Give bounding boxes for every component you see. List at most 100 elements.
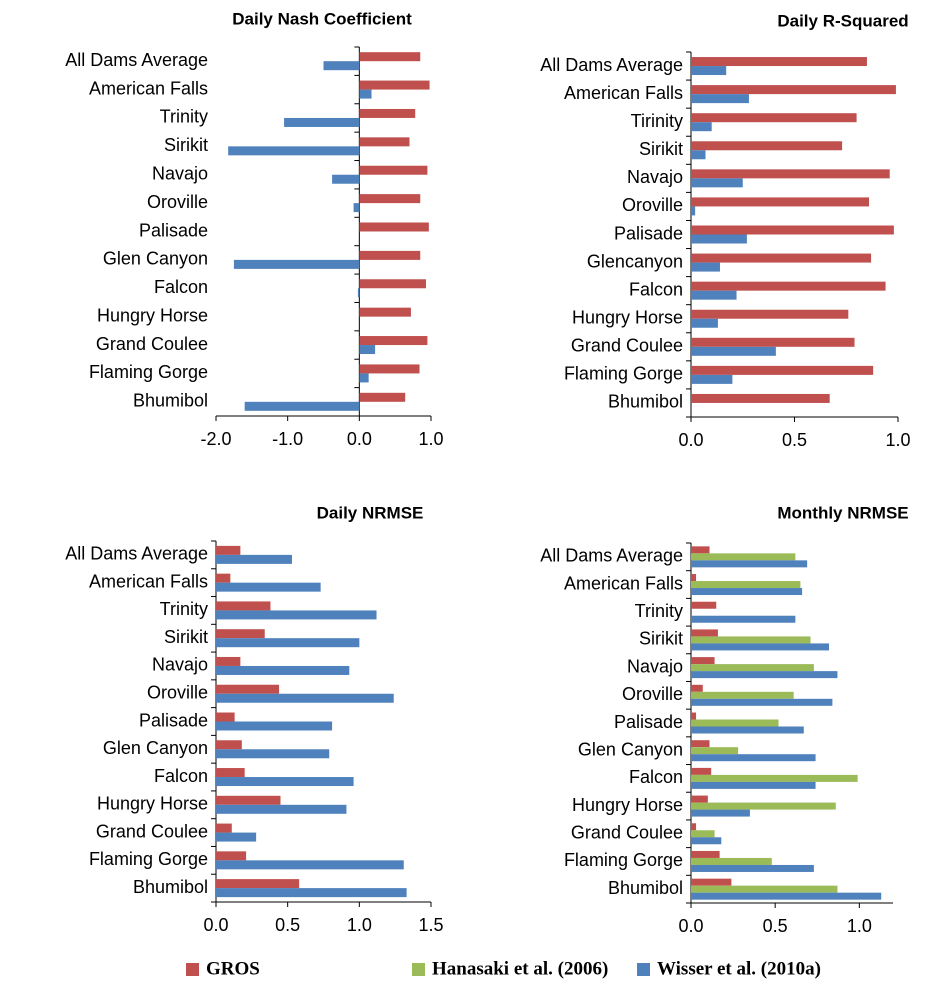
- bar: [691, 581, 801, 589]
- bar: [691, 615, 796, 623]
- category-label: Flaming Gorge: [564, 850, 683, 870]
- bar: [691, 726, 804, 734]
- bar: [244, 401, 360, 411]
- category-label: Glen Canyon: [578, 739, 683, 759]
- bar: [691, 747, 739, 755]
- bar: [216, 582, 321, 592]
- bar: [691, 225, 894, 235]
- bar: [691, 774, 858, 782]
- bar: [216, 554, 292, 564]
- bar: [359, 108, 416, 118]
- bar: [359, 222, 429, 232]
- legend-label: Hanasaki et al. (2006): [432, 958, 608, 979]
- bar: [691, 574, 697, 582]
- legend-swatch: [186, 963, 199, 976]
- bar: [691, 150, 706, 160]
- category-label: All Dams Average: [65, 50, 208, 70]
- bar: [359, 392, 406, 402]
- category-label: Glencanyon: [587, 251, 683, 271]
- chart-title: Daily NRMSE: [317, 503, 424, 522]
- bar: [359, 373, 369, 383]
- x-tick-label: 0.0: [678, 430, 703, 450]
- category-label: Hungry Horse: [572, 307, 683, 327]
- legend-label: GROS: [206, 958, 260, 979]
- bar: [216, 573, 231, 583]
- bar: [691, 253, 872, 263]
- x-tick-label: 0.5: [782, 430, 807, 450]
- category-label: Glen Canyon: [103, 249, 208, 269]
- bar: [691, 337, 855, 347]
- category-label: Oroville: [622, 195, 683, 215]
- category-label: Navajo: [152, 163, 208, 183]
- category-label: Navajo: [627, 656, 683, 676]
- bar: [359, 336, 428, 346]
- bar: [284, 117, 360, 127]
- bar: [359, 307, 411, 317]
- bar: [691, 309, 849, 319]
- bar: [216, 601, 271, 611]
- bar: [691, 346, 776, 356]
- category-label: Sirikit: [164, 135, 208, 155]
- bar: [359, 279, 426, 289]
- bar: [216, 768, 245, 778]
- bar: [691, 892, 882, 900]
- category-label: Oroville: [622, 684, 683, 704]
- bar: [233, 259, 360, 269]
- x-tick-label: 1.0: [847, 916, 872, 936]
- bar: [691, 878, 732, 886]
- bar: [691, 588, 803, 596]
- x-tick-label: 1.5: [418, 915, 443, 935]
- category-label: Hungry Horse: [97, 794, 208, 814]
- bar: [691, 767, 712, 775]
- category-label: Falcon: [629, 767, 683, 787]
- bar: [359, 52, 421, 62]
- bar: [216, 656, 241, 666]
- bar: [323, 61, 360, 71]
- bar: [691, 691, 794, 699]
- bar: [691, 629, 718, 637]
- category-label: Bhumibol: [133, 877, 208, 897]
- x-tick-label: -2.0: [200, 429, 231, 449]
- chart-title: Daily R-Squared: [777, 11, 908, 30]
- x-tick-label: 1.0: [418, 429, 443, 449]
- bar: [691, 57, 867, 67]
- bar: [216, 684, 280, 694]
- bar: [691, 169, 890, 179]
- category-label: Sirikit: [639, 629, 683, 649]
- bar: [691, 781, 816, 789]
- category-label: Navajo: [152, 655, 208, 675]
- x-tick-label: 0.0: [203, 915, 228, 935]
- bar: [216, 823, 232, 833]
- x-tick-label: 1.0: [347, 915, 372, 935]
- bar: [691, 122, 712, 132]
- legend-swatch: [412, 963, 425, 976]
- bar: [359, 89, 372, 99]
- bar: [216, 888, 407, 898]
- bar: [691, 85, 896, 95]
- bar: [691, 318, 718, 328]
- bar: [691, 684, 703, 692]
- bar: [216, 749, 330, 759]
- bar: [216, 860, 404, 870]
- category-label: Hungry Horse: [572, 795, 683, 815]
- bar: [359, 137, 410, 147]
- bar: [691, 365, 874, 375]
- category-label: Falcon: [629, 279, 683, 299]
- bar: [691, 857, 772, 865]
- bar: [691, 698, 833, 706]
- bar: [691, 837, 722, 845]
- bar: [691, 636, 811, 644]
- bar: [691, 671, 838, 679]
- bar: [353, 203, 360, 213]
- category-label: Grand Coulee: [571, 336, 683, 356]
- bar: [216, 545, 241, 555]
- bar: [216, 610, 377, 620]
- bar: [691, 601, 717, 609]
- category-label: Palisade: [614, 223, 683, 243]
- category-label: Palisade: [614, 712, 683, 732]
- bar: [691, 546, 710, 554]
- category-label: Palisade: [139, 710, 208, 730]
- bar: [691, 393, 830, 403]
- category-label: Navajo: [627, 167, 683, 187]
- bar: [359, 80, 430, 90]
